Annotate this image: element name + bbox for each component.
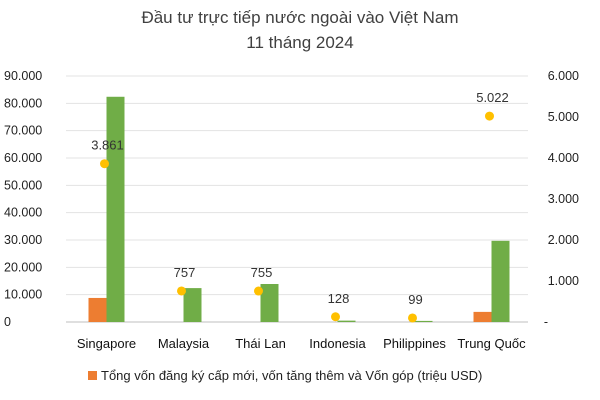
left-axis-tick: 90.000 bbox=[4, 69, 42, 83]
bar-orange bbox=[473, 311, 492, 322]
bar-green bbox=[183, 288, 202, 322]
category-label: Philippines bbox=[383, 336, 446, 351]
data-label: 5.022 bbox=[476, 90, 509, 105]
category-label: Trung Quốc bbox=[457, 336, 526, 351]
right-axis-tick: 4.000 bbox=[548, 151, 579, 165]
scatter-point bbox=[100, 159, 109, 169]
left-axis-tick: 80.000 bbox=[4, 96, 42, 110]
right-axis-tick: 2.000 bbox=[548, 233, 579, 247]
left-axis-tick: 60.000 bbox=[4, 151, 42, 165]
scatter-point bbox=[177, 286, 186, 296]
legend: Tổng vốn đăng ký cấp mới, vốn tăng thêm … bbox=[88, 368, 482, 383]
data-label: 3.861 bbox=[91, 138, 124, 153]
scatter-point bbox=[254, 286, 263, 296]
right-axis-tick: 5.000 bbox=[548, 110, 579, 124]
bar-green bbox=[491, 240, 510, 322]
left-axis-tick: 50.000 bbox=[4, 178, 42, 192]
category-label: Singapore bbox=[77, 336, 136, 351]
right-axis-tick: 6.000 bbox=[548, 69, 579, 83]
bar-green bbox=[106, 96, 125, 322]
category-label: Thái Lan bbox=[235, 336, 286, 351]
right-axis-tick: - bbox=[544, 315, 548, 329]
left-axis-tick: 0 bbox=[4, 315, 11, 329]
legend-swatch-orange bbox=[88, 371, 97, 380]
bar-green bbox=[414, 320, 433, 322]
data-label: 757 bbox=[174, 265, 196, 280]
bar-green bbox=[337, 320, 356, 322]
scatter-point bbox=[331, 312, 340, 322]
data-label: 755 bbox=[251, 265, 273, 280]
data-label: 99 bbox=[408, 292, 422, 307]
left-axis-tick: 20.000 bbox=[4, 260, 42, 274]
left-axis-tick: 40.000 bbox=[4, 206, 42, 220]
bar-green bbox=[260, 284, 279, 322]
bar-orange bbox=[88, 297, 107, 322]
scatter-point bbox=[485, 111, 494, 121]
category-label: Malaysia bbox=[158, 336, 210, 351]
chart-title-line-2: 11 tháng 2024 bbox=[246, 33, 353, 52]
left-axis-tick: 70.000 bbox=[4, 124, 42, 138]
left-axis-tick: 10.000 bbox=[4, 288, 42, 302]
legend-label: Tổng vốn đăng ký cấp mới, vốn tăng thêm … bbox=[101, 368, 483, 383]
left-axis-tick: 30.000 bbox=[4, 233, 42, 247]
category-label: Indonesia bbox=[309, 336, 366, 351]
right-axis-tick: 1.000 bbox=[548, 274, 579, 288]
chart-title-line-1: Đầu tư trực tiếp nước ngoài vào Việt Nam bbox=[141, 8, 458, 27]
scatter-point bbox=[408, 313, 417, 323]
data-label: 128 bbox=[328, 291, 350, 306]
right-axis-tick: 3.000 bbox=[548, 192, 579, 206]
